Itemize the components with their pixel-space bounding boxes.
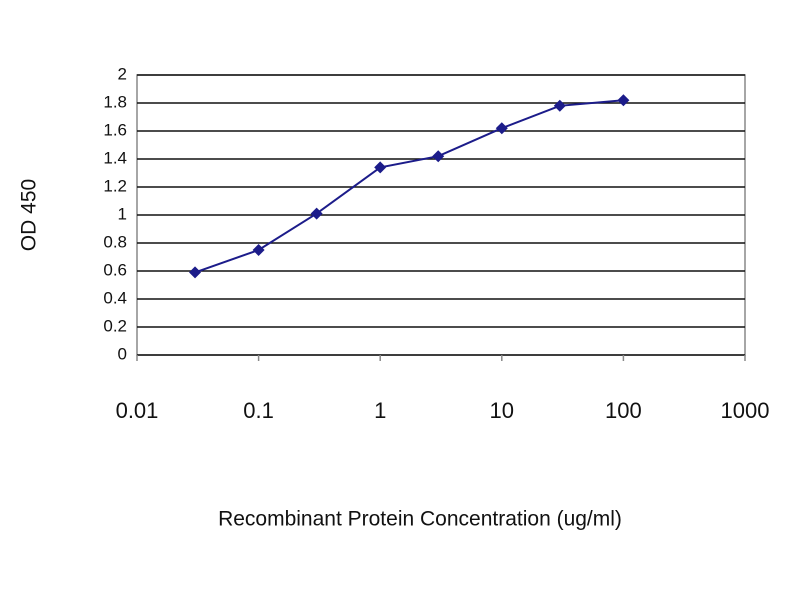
x-tick-label: 10 (490, 398, 514, 423)
data-point (374, 161, 387, 174)
data-point (189, 266, 202, 279)
x-tick-label: 0.1 (243, 398, 274, 423)
x-tick-label: 100 (605, 398, 642, 423)
data-line (194, 99, 624, 274)
y-tick-label: 2 (118, 64, 127, 83)
data-point (310, 207, 323, 220)
y-tick-label: 0.8 (103, 232, 127, 251)
data-point (617, 94, 630, 107)
y-tick-label: 1 (118, 204, 127, 223)
x-tick-label: 1000 (721, 398, 770, 423)
data-point (495, 122, 508, 135)
x-tick-label: 1 (374, 398, 386, 423)
y-tick-label: 1.2 (103, 176, 127, 195)
x-tick-label: 0.01 (116, 398, 159, 423)
y-axis-label: OD 450 (18, 179, 41, 251)
data-point (553, 99, 566, 112)
y-tick-label: 0.6 (103, 260, 127, 279)
x-axis-label: Recombinant Protein Concentration (ug/ml… (218, 508, 622, 531)
y-tick-label: 0.2 (103, 316, 127, 335)
y-tick-label: 1.4 (103, 148, 127, 167)
y-tick-label: 1.6 (103, 120, 127, 139)
data-point (432, 150, 445, 163)
data-point (252, 244, 265, 256)
y-tick-label: 0.4 (103, 288, 127, 307)
y-tick-label: 0 (118, 344, 127, 363)
y-tick-label: 1.8 (103, 92, 127, 111)
